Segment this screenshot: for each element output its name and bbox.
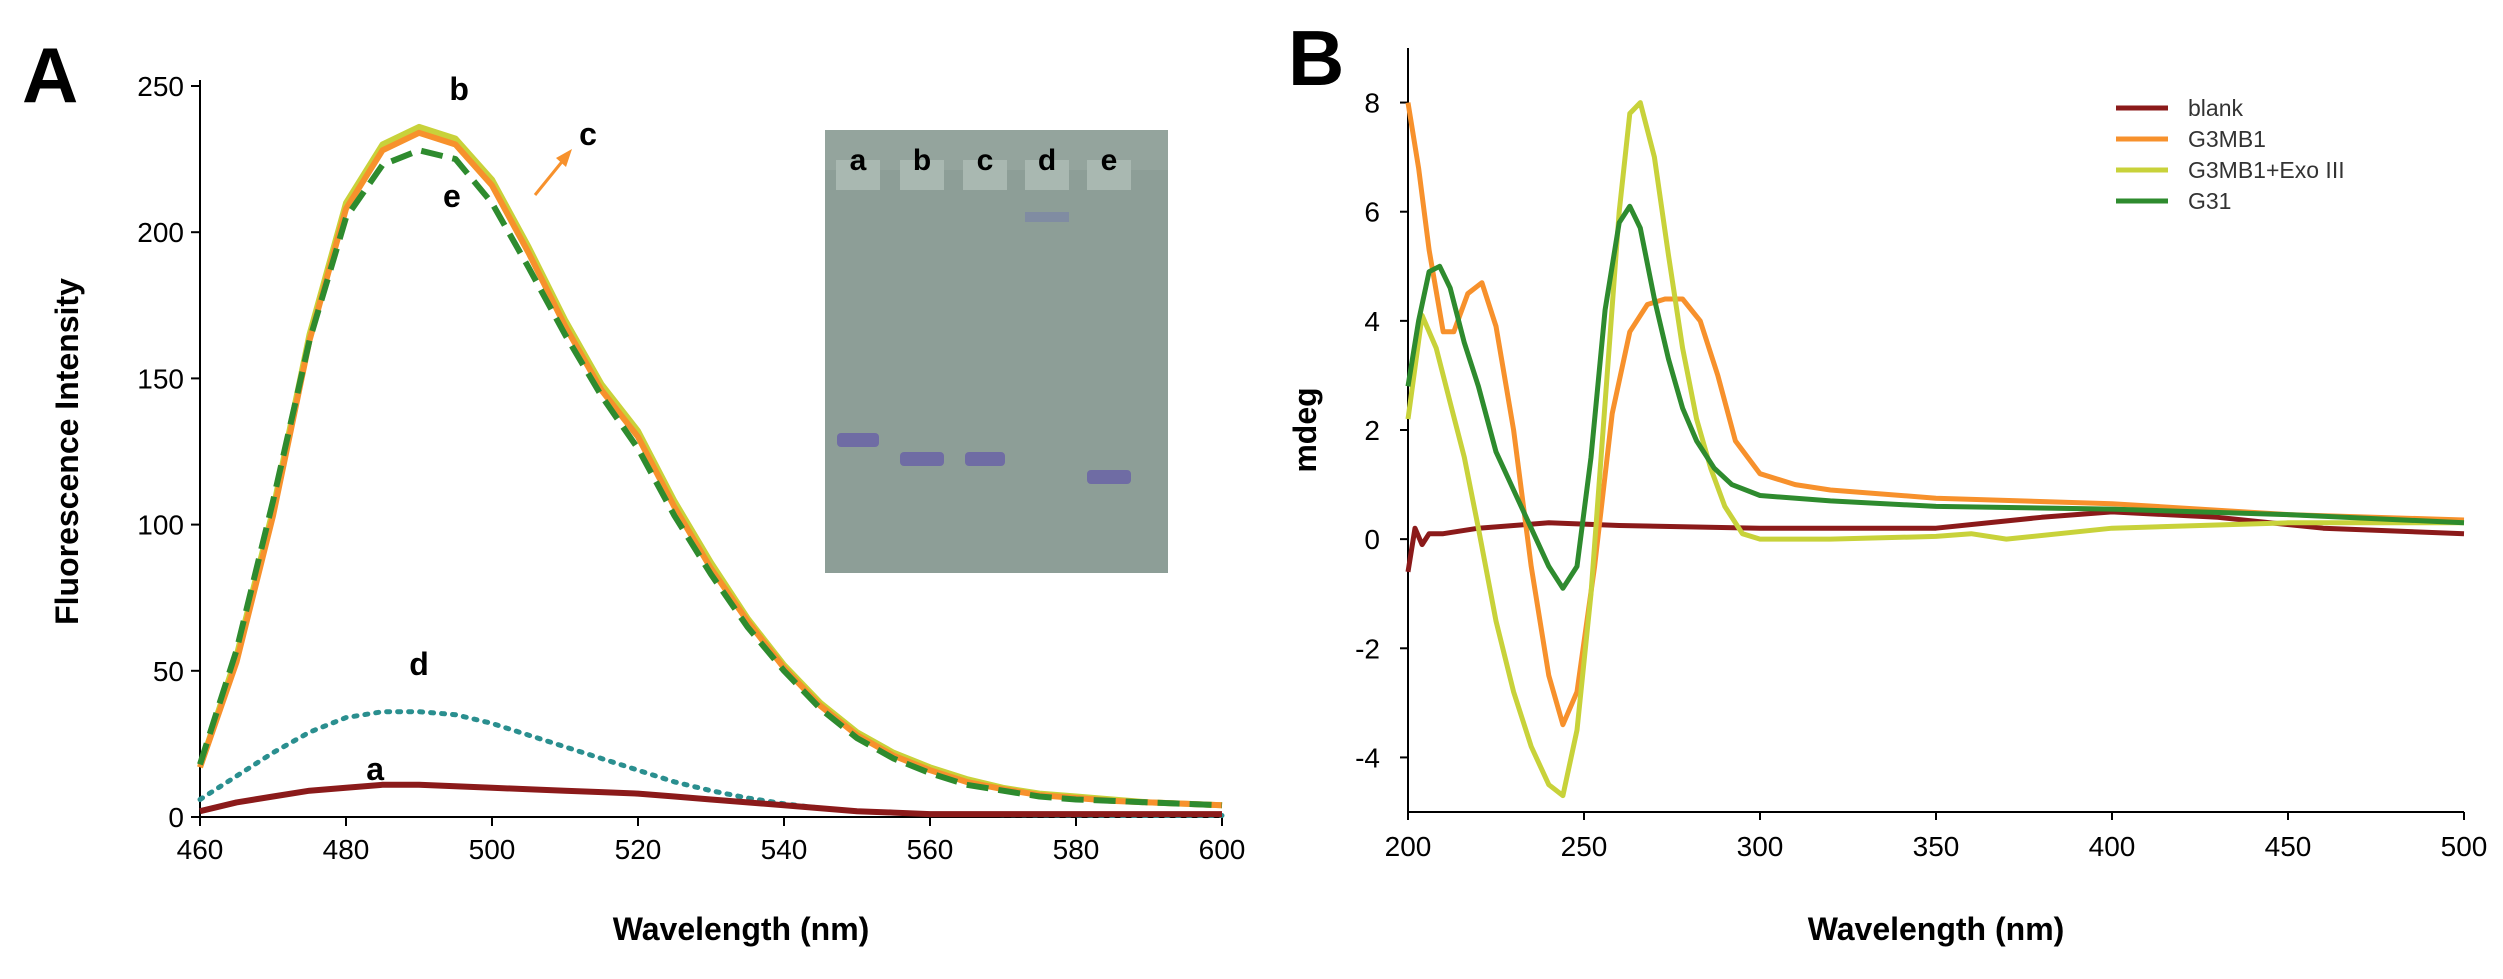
arrow-c-head [556,149,572,167]
x-axis-title: Wavelength (nm) [613,911,870,947]
gel-well [900,160,944,190]
x-tick-label: 520 [615,834,662,865]
x-tick-label: 250 [1561,831,1608,862]
y-axis-title: Fluorescence Intensity [49,278,85,625]
curve-label-e: e [443,178,461,214]
x-axis-title: Wavelength (nm) [1808,911,2065,947]
x-tick-label: 450 [2265,831,2312,862]
series-1-line [1405,102,2465,728]
y-tick-label: 8 [1364,88,1380,119]
gel-band [900,452,944,466]
series-a-line [199,781,1222,818]
curve-label-a: a [366,751,384,787]
x-tick-label: 540 [761,834,808,865]
gel-lane-label-b: b [913,144,931,177]
arrow-c [533,157,567,196]
curve-label-d: d [409,646,429,682]
gel-band [1025,212,1069,222]
gel-well [836,160,880,190]
legend-label: G3MB1 [2188,126,2266,152]
series-e-line [197,147,1223,809]
x-tick-label: 460 [177,834,224,865]
x-tick-label: 400 [2089,831,2136,862]
legend-label: G31 [2188,188,2231,214]
x-tick-label: 560 [907,834,954,865]
y-tick-label: -4 [1355,742,1380,773]
y-tick-label: 0 [1364,524,1380,555]
curve-label-b: b [449,71,469,107]
x-tick-label: 600 [1199,834,1246,865]
y-tick-label: 200 [137,217,184,248]
y-axis-title: mdeg [1287,387,1323,472]
gel-lane-label-d: d [1038,144,1056,177]
x-tick-label: 500 [2441,831,2488,862]
series-2-line [1405,100,2464,799]
gel-well [963,160,1007,190]
x-tick-label: 500 [469,834,516,865]
gel-lane-label-e: e [1101,144,1118,177]
chart-a: 0 50 100 150 200 250 460 480 500 520 540 560 580 600 W… [49,71,1245,947]
legend-label: blank [2188,95,2243,121]
x-tick-label: 350 [1913,831,1960,862]
series-0-line [1405,509,2465,573]
x-tick-label: 480 [323,834,370,865]
gel-inset [825,130,1168,573]
chart-b: -4 -2 0 2 4 6 8 200 250 300 350 400 450 500 Wavelength… [1287,48,2487,947]
y-tick-label: 0 [168,802,184,833]
gel-band [837,433,879,447]
gel-band [965,452,1005,466]
y-tick-label: 50 [153,656,184,687]
gel-band [1087,470,1131,484]
gel-well [1025,160,1069,190]
y-tick-label: 150 [137,363,184,394]
x-tick-label: 580 [1053,834,1100,865]
gel-lane-label-a: a [850,144,867,177]
panel-b-label: B [1288,14,1344,102]
y-tick-label: 250 [137,71,184,102]
legend-label: G3MB1+Exo III [2188,157,2345,183]
y-tick-label: 4 [1364,306,1380,337]
curve-label-c: c [579,116,597,152]
y-tick-label: 2 [1364,415,1380,446]
series-3-line [1405,203,2465,591]
x-tick-label: 300 [1737,831,1784,862]
panel-a-label: A [22,31,78,119]
y-tick-label: 6 [1364,197,1380,228]
gel-well [1087,160,1131,190]
y-tick-label: 100 [137,510,184,541]
x-tick-label: 200 [1385,831,1432,862]
y-tick-label: -2 [1355,633,1380,664]
gel-lane-label-c: c [977,144,994,177]
